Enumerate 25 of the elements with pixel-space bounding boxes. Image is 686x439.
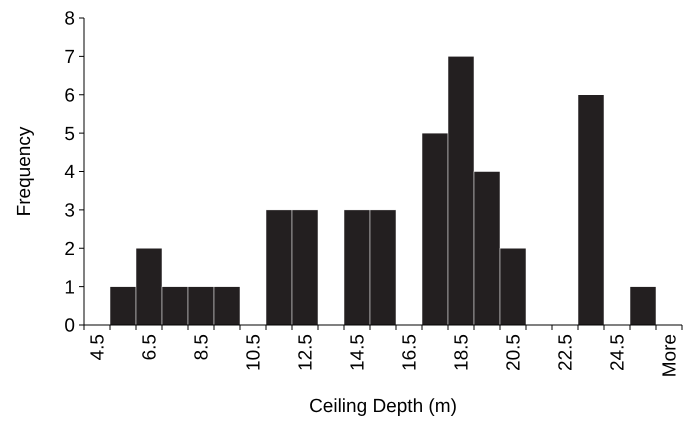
bar [578,94,604,326]
x-tick-label: 14.5 [348,334,369,371]
y-tick-label: 4 [64,162,76,184]
x-tick-label: 12.5 [296,334,317,371]
x-tick-label: 16.5 [400,334,421,371]
y-tick-label: 5 [64,124,75,145]
x-tick-label: 24.5 [608,334,629,371]
y-tick-label: 1 [64,277,75,298]
y-axis-title: Frequency [14,126,35,216]
y-tick-label: 8 [64,8,75,30]
x-tick-label: 8.5 [192,334,213,360]
bar [630,286,656,326]
y-tick-label: 2 [64,238,75,260]
x-tick-label: 10.5 [244,334,265,371]
x-tick-label: 18.5 [452,334,473,371]
x-tick-label: 6.5 [140,334,161,360]
y-tick-label: 0 [64,316,75,337]
x-tick-label: 20.5 [504,334,525,371]
x-tick-label: 4.5 [88,334,109,360]
x-tick-label: More [660,334,681,378]
y-tick-label: 6 [64,85,75,106]
y-tick-label: 7 [64,47,75,68]
y-tick-label: 3 [64,200,75,222]
x-axis-title: Ceiling Depth (m) [309,396,457,417]
x-tick-label: 22.5 [556,334,577,371]
